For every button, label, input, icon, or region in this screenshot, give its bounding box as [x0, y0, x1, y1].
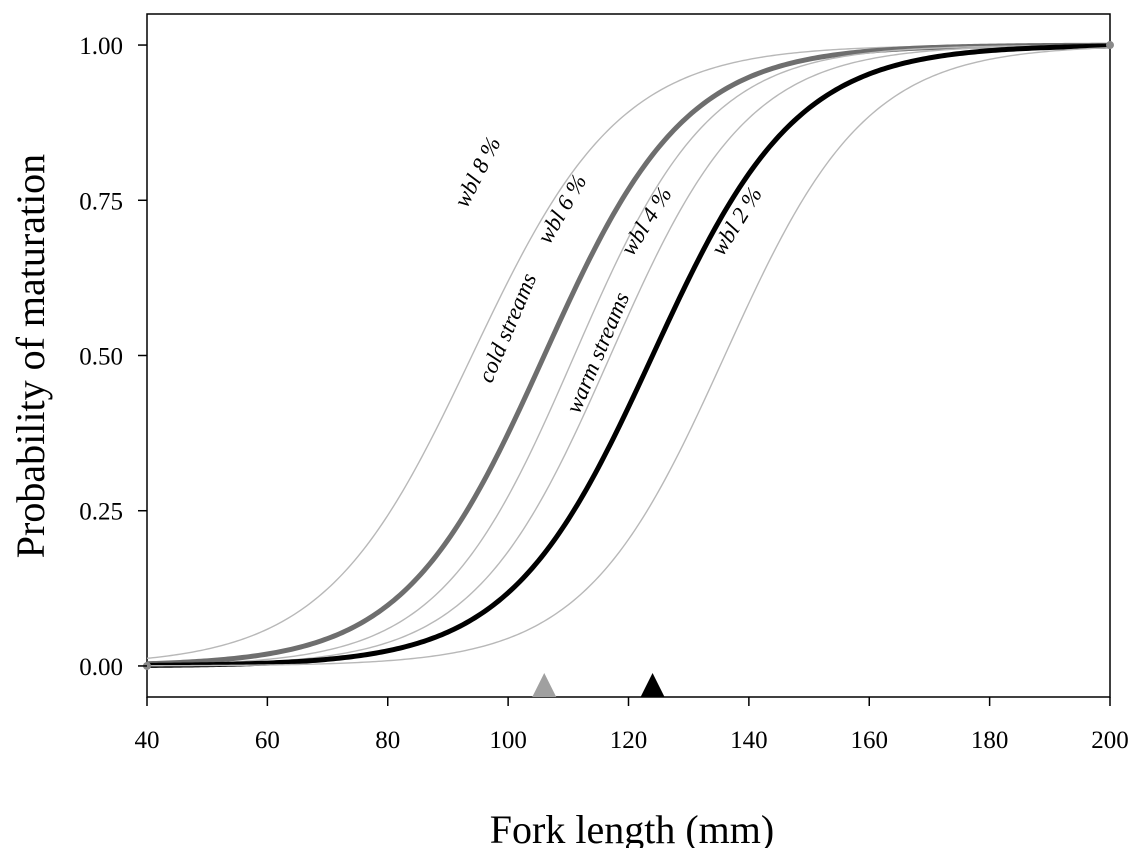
series-end-point [1106, 41, 1114, 50]
markers [532, 673, 665, 697]
y-axis-title: Probability of maturation [8, 154, 53, 558]
x-axis-title: Fork length (mm) [490, 807, 774, 848]
label-wbl-6: wbl 6 % [532, 170, 591, 248]
curves [143, 41, 1114, 670]
plot-frame [146, 13, 1111, 698]
median-marker-1 [532, 673, 557, 697]
y-tick-label: 1.00 [79, 33, 123, 60]
x-tick-label: 160 [851, 727, 889, 754]
label-cold-streams: cold streams [473, 269, 541, 386]
x-tick-label: 100 [489, 727, 527, 754]
x-tick-label: 80 [375, 727, 400, 754]
curve-annotations: wbl 8 % wbl 6 % wbl 4 % wbl 2 %cold streams… [449, 133, 767, 417]
y-tick-label: 0.00 [79, 654, 123, 681]
series-line-wbl-4 [146, 44, 1111, 666]
series-line-cold-streams [146, 42, 1111, 667]
y-axis: 0.00 0.25 0.50 0.75 1.00 [79, 33, 147, 681]
x-tick-label: 140 [730, 727, 768, 754]
label-warm-streams: warm streams [561, 288, 634, 416]
label-wbl-8: wbl 8 % [449, 133, 506, 212]
median-marker-2 [640, 673, 665, 697]
x-tick-label: 60 [255, 727, 280, 754]
x-tick-label: 120 [610, 727, 648, 754]
y-tick-label: 0.25 [79, 499, 123, 526]
x-tick-label: 40 [135, 727, 160, 754]
x-tick-label: 200 [1091, 727, 1129, 754]
series-line-wbl-8 [146, 44, 1110, 660]
series-line-warm-streams [146, 43, 1111, 668]
x-tick-label: 180 [971, 727, 1009, 754]
x-axis: 40 60 80 100 120 140 160 180 200 [135, 697, 1129, 754]
series-line-wbl-6 [146, 44, 1111, 666]
series-line-wbl-2 [146, 47, 1111, 667]
y-tick-label: 0.50 [79, 344, 123, 371]
y-tick-label: 0.75 [79, 188, 123, 215]
